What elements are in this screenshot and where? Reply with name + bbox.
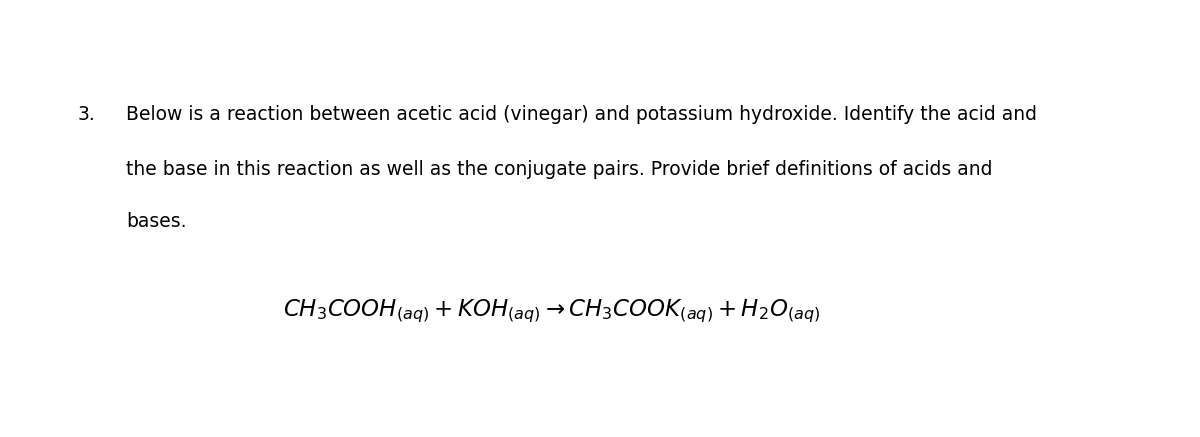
Text: the base in this reaction as well as the conjugate pairs. Provide brief definiti: the base in this reaction as well as the… (126, 160, 992, 178)
Text: Below is a reaction between acetic acid (vinegar) and potassium hydroxide. Ident: Below is a reaction between acetic acid … (126, 105, 1037, 124)
Text: 3.: 3. (78, 105, 96, 124)
Text: bases.: bases. (126, 212, 186, 231)
Text: $CH_3COOH_{(aq)} + KOH_{(aq)} \rightarrow CH_3COOK_{(aq)} + H_2O_{(aq)}$: $CH_3COOH_{(aq)} + KOH_{(aq)} \rightarro… (283, 297, 821, 325)
